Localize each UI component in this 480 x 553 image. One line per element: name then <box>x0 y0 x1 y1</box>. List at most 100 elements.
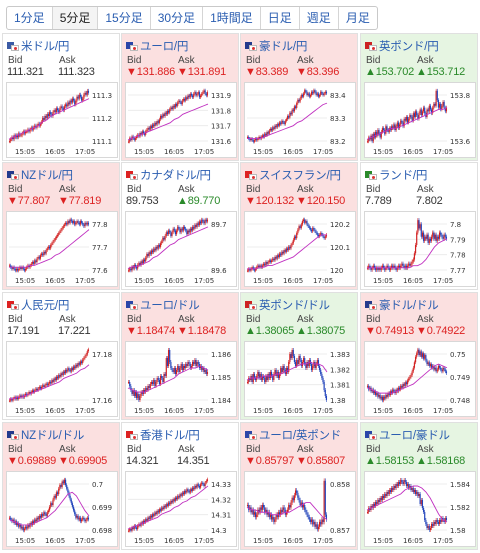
candle-body <box>186 364 188 366</box>
bid-price: 89.753 <box>126 195 159 207</box>
price-chart[interactable]: 89.7 89.6 15:05 16:05 17:05 <box>125 211 237 287</box>
candle-body <box>310 91 313 96</box>
price-chart[interactable]: 1.186 1.185 1.184 15:05 16:05 17:05 <box>125 341 237 417</box>
panel-title: NZドル/ドル <box>7 428 84 442</box>
bid-value: ▲153.702 <box>365 66 414 78</box>
currency-panel: 米ドル/円 Bid Ask 111.321 111.323 111.3 111.2 111.1… <box>2 33 120 161</box>
bid-value: 89.753 <box>126 195 159 207</box>
gb-flag-icon <box>245 300 257 310</box>
candle-body <box>275 370 277 376</box>
candle-body <box>24 268 27 271</box>
candle-body <box>162 114 164 118</box>
candle-body <box>172 499 174 503</box>
moving-average-line <box>367 238 448 269</box>
candle-body <box>162 378 164 382</box>
candle-body <box>76 96 78 101</box>
currency-pair-link[interactable]: 豪ドル/円 <box>259 41 308 53</box>
candle-body <box>252 509 254 515</box>
y-tick-label: 89.7 <box>211 221 227 229</box>
currency-pair-link[interactable]: 香港ドル/円 <box>140 430 200 442</box>
candle-body <box>267 374 269 380</box>
currency-pair-link[interactable]: ユーロ/円 <box>140 41 189 53</box>
currency-pair-link[interactable]: ユーロ/ドル <box>140 300 200 312</box>
candle-body <box>379 498 381 502</box>
tab-timeframe-4[interactable]: 1時間足 <box>203 7 261 29</box>
currency-pair-link[interactable]: カナダドル/円 <box>140 170 211 182</box>
tab-timeframe-6[interactable]: 週足 <box>300 7 339 29</box>
candle-body <box>72 98 75 101</box>
x-tick-label: 15:05 <box>373 148 393 156</box>
candle-body <box>155 246 157 251</box>
candle-body <box>291 243 293 245</box>
tab-timeframe-1[interactable]: 5分足 <box>52 7 99 29</box>
candle-body <box>315 231 317 234</box>
y-tick-label: 1.382 <box>330 366 350 374</box>
candle-body <box>10 265 12 268</box>
currency-pair-link[interactable]: 英ポンド/円 <box>379 41 439 53</box>
tab-timeframe-3[interactable]: 30分足 <box>151 7 204 29</box>
bid-label: Bid <box>127 55 142 66</box>
candle-body <box>201 93 203 96</box>
candle-body <box>323 236 325 239</box>
price-chart[interactable]: 83.4 83.3 83.2 15:05 16:05 17:05 <box>244 82 356 158</box>
candle-body <box>433 522 435 526</box>
eu-flag-icon <box>365 430 377 440</box>
candle-body <box>324 390 326 396</box>
price-chart[interactable]: 0.7 0.699 0.698 15:05 16:05 17:05 <box>6 471 118 547</box>
candle-body <box>378 394 380 397</box>
candle-body <box>20 135 22 137</box>
currency-pair-link[interactable]: ユーロ/英ポンド <box>259 430 342 442</box>
candle-body <box>206 219 209 222</box>
currency-pair-link[interactable]: スイスフラン/円 <box>259 170 341 182</box>
price-chart[interactable]: 111.3 111.2 111.1 15:05 16:05 17:05 <box>6 82 118 158</box>
currency-pair-link[interactable]: NZドル/円 <box>21 170 73 182</box>
price-chart[interactable]: 7.8 7.79 7.78 7.77 15:05 16:05 17:05 <box>364 211 476 287</box>
candle-body <box>304 505 306 510</box>
currency-pair-link[interactable]: 人民元/円 <box>21 300 70 312</box>
candle-body <box>368 385 370 390</box>
candle-body <box>47 383 50 386</box>
candle-body <box>251 138 253 141</box>
candle-body <box>261 135 264 137</box>
y-tick-label: 7.77 <box>450 267 466 275</box>
candle-body <box>275 256 277 259</box>
candle-body <box>270 128 273 131</box>
currency-pair-link[interactable]: ランド/円 <box>379 170 428 182</box>
price-chart[interactable]: 1.584 1.582 1.58 15:05 16:05 17:05 <box>364 471 476 547</box>
currency-pair-link[interactable]: NZドル/ドル <box>21 430 85 442</box>
candle-body <box>150 515 153 518</box>
tab-timeframe-7[interactable]: 月足 <box>345 11 370 25</box>
candle-body <box>8 400 11 402</box>
price-chart[interactable]: 77.8 77.7 77.6 15:05 16:05 17:05 <box>6 211 118 287</box>
currency-pair-link[interactable]: 英ポンド/ドル <box>259 300 330 312</box>
price-chart[interactable]: 0.75 0.749 0.748 15:05 16:05 17:05 <box>364 341 476 417</box>
candle-body <box>14 268 16 271</box>
ask-trend-arrow: ▼ <box>58 195 69 207</box>
price-chart[interactable]: 131.9 131.8 131.7 131.6 15:05 16:05 17:05 <box>125 82 237 158</box>
candle-body <box>280 509 282 515</box>
currency-pair-link[interactable]: 豪ドル/ドル <box>379 300 439 312</box>
price-chart[interactable]: 120.2 120.1 120 15:05 16:05 17:05 <box>244 211 356 287</box>
moving-average-line <box>366 363 448 394</box>
tab-timeframe-0[interactable]: 1分足 <box>7 7 53 29</box>
price-chart[interactable]: 1.383 1.382 1.381 1.38 15:05 16:05 17:05 <box>244 341 356 417</box>
candle-body <box>185 490 187 493</box>
bid-trend-arrow: ▼ <box>245 195 256 207</box>
candle-body <box>414 245 417 254</box>
tab-timeframe-2[interactable]: 15分足 <box>98 7 151 29</box>
bid-label: Bid <box>127 444 142 455</box>
tab-timeframe-5[interactable]: 日足 <box>261 7 300 29</box>
currency-pair-link[interactable]: ユーロ/豪ドル <box>379 430 450 442</box>
candle-body <box>314 229 316 232</box>
candle-body <box>413 362 416 368</box>
candle-body <box>282 120 284 123</box>
candle-body <box>154 122 156 127</box>
price-chart[interactable]: 14.33 14.32 14.31 14.3 15:05 16:05 17:05 <box>125 471 237 547</box>
currency-pair-link[interactable]: 米ドル/円 <box>21 41 70 53</box>
candle-body <box>153 124 155 127</box>
price-chart[interactable]: 17.18 17.16 15:05 16:05 17:05 <box>6 341 118 417</box>
bid-price: 14.321 <box>126 455 159 467</box>
price-chart[interactable]: 0.858 0.857 15:05 16:05 17:05 <box>244 471 356 547</box>
price-chart[interactable]: 153.8 153.6 15:05 16:05 17:05 <box>364 82 476 158</box>
candle-body <box>246 382 249 383</box>
